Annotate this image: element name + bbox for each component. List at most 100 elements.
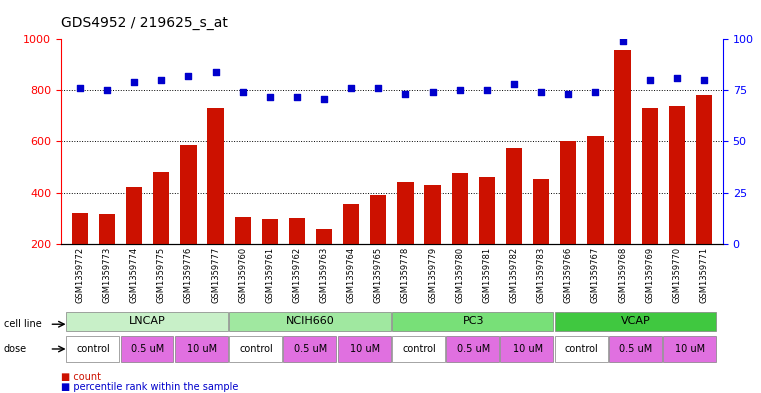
FancyBboxPatch shape bbox=[120, 336, 174, 362]
Point bbox=[318, 95, 330, 102]
Text: 10 uM: 10 uM bbox=[512, 344, 543, 354]
Bar bbox=[370, 195, 387, 295]
Text: GSM1359762: GSM1359762 bbox=[292, 247, 301, 303]
FancyBboxPatch shape bbox=[229, 336, 282, 362]
Text: control: control bbox=[565, 344, 599, 354]
Text: cell line: cell line bbox=[4, 319, 42, 329]
Text: 10 uM: 10 uM bbox=[675, 344, 705, 354]
Bar bbox=[316, 229, 333, 295]
FancyBboxPatch shape bbox=[501, 336, 553, 362]
Text: GSM1359772: GSM1359772 bbox=[75, 247, 84, 303]
Text: GSM1359773: GSM1359773 bbox=[103, 247, 112, 303]
Bar bbox=[642, 108, 658, 295]
Bar bbox=[696, 95, 712, 295]
Text: 0.5 uM: 0.5 uM bbox=[294, 344, 327, 354]
Point bbox=[372, 85, 384, 92]
Point bbox=[74, 85, 86, 92]
Bar bbox=[397, 182, 414, 295]
Point bbox=[589, 89, 601, 95]
Point bbox=[616, 38, 629, 44]
Text: GSM1359771: GSM1359771 bbox=[699, 247, 708, 303]
Text: control: control bbox=[402, 344, 436, 354]
Text: 0.5 uM: 0.5 uM bbox=[457, 344, 490, 354]
Text: GSM1359766: GSM1359766 bbox=[564, 247, 573, 303]
Text: GSM1359765: GSM1359765 bbox=[374, 247, 383, 303]
Text: GSM1359769: GSM1359769 bbox=[645, 247, 654, 303]
Text: PC3: PC3 bbox=[463, 316, 484, 326]
Point bbox=[128, 79, 140, 85]
Bar bbox=[153, 172, 170, 295]
Point bbox=[481, 87, 493, 94]
Bar bbox=[425, 185, 441, 295]
Text: GSM1359763: GSM1359763 bbox=[320, 247, 329, 303]
Bar bbox=[99, 214, 115, 295]
Text: 10 uM: 10 uM bbox=[187, 344, 217, 354]
Point bbox=[670, 75, 683, 81]
Text: NCIH660: NCIH660 bbox=[286, 316, 335, 326]
Point bbox=[400, 91, 412, 97]
Point bbox=[183, 73, 195, 79]
Text: GSM1359776: GSM1359776 bbox=[184, 247, 193, 303]
Point bbox=[101, 87, 113, 94]
Text: GSM1359775: GSM1359775 bbox=[157, 247, 166, 303]
Text: GSM1359779: GSM1359779 bbox=[428, 247, 437, 303]
Point bbox=[291, 94, 303, 100]
Text: GSM1359777: GSM1359777 bbox=[211, 247, 220, 303]
Bar bbox=[343, 204, 359, 295]
Text: ■ count: ■ count bbox=[61, 372, 101, 382]
FancyBboxPatch shape bbox=[229, 312, 390, 331]
Text: GSM1359782: GSM1359782 bbox=[510, 247, 518, 303]
Text: VCAP: VCAP bbox=[621, 316, 651, 326]
FancyBboxPatch shape bbox=[392, 336, 445, 362]
Text: GSM1359770: GSM1359770 bbox=[672, 247, 681, 303]
Point bbox=[698, 77, 710, 83]
Bar bbox=[451, 173, 468, 295]
Point bbox=[426, 89, 438, 95]
Bar bbox=[126, 187, 142, 295]
Bar bbox=[587, 136, 603, 295]
Text: 10 uM: 10 uM bbox=[350, 344, 380, 354]
Point bbox=[535, 89, 547, 95]
Point bbox=[644, 77, 656, 83]
FancyBboxPatch shape bbox=[283, 336, 336, 362]
FancyBboxPatch shape bbox=[446, 336, 499, 362]
Bar bbox=[533, 178, 549, 295]
FancyBboxPatch shape bbox=[175, 336, 228, 362]
FancyBboxPatch shape bbox=[66, 312, 228, 331]
Text: control: control bbox=[240, 344, 273, 354]
Text: GSM1359780: GSM1359780 bbox=[455, 247, 464, 303]
Bar bbox=[479, 177, 495, 295]
Point bbox=[237, 89, 249, 95]
Point bbox=[562, 91, 575, 97]
FancyBboxPatch shape bbox=[664, 336, 716, 362]
Point bbox=[508, 81, 520, 87]
Text: dose: dose bbox=[4, 344, 27, 354]
Text: GSM1359783: GSM1359783 bbox=[537, 247, 546, 303]
Point bbox=[345, 85, 358, 92]
Bar bbox=[180, 145, 196, 295]
Point bbox=[209, 69, 221, 75]
Text: GSM1359768: GSM1359768 bbox=[618, 247, 627, 303]
Text: GSM1359761: GSM1359761 bbox=[266, 247, 274, 303]
Text: GSM1359781: GSM1359781 bbox=[482, 247, 492, 303]
Point bbox=[454, 87, 466, 94]
Point bbox=[155, 77, 167, 83]
FancyBboxPatch shape bbox=[392, 312, 553, 331]
Text: GSM1359760: GSM1359760 bbox=[238, 247, 247, 303]
Text: 0.5 uM: 0.5 uM bbox=[131, 344, 164, 354]
FancyBboxPatch shape bbox=[609, 336, 662, 362]
Bar bbox=[506, 148, 522, 295]
Bar bbox=[262, 219, 278, 295]
Bar bbox=[208, 108, 224, 295]
Text: 0.5 uM: 0.5 uM bbox=[619, 344, 653, 354]
Text: LNCAP: LNCAP bbox=[129, 316, 166, 326]
Bar bbox=[289, 218, 305, 295]
FancyBboxPatch shape bbox=[555, 336, 607, 362]
Bar bbox=[614, 50, 631, 295]
Point bbox=[264, 94, 276, 100]
Text: GSM1359764: GSM1359764 bbox=[347, 247, 355, 303]
FancyBboxPatch shape bbox=[555, 312, 716, 331]
Bar bbox=[669, 106, 685, 295]
Bar bbox=[560, 141, 576, 295]
Bar bbox=[234, 217, 251, 295]
